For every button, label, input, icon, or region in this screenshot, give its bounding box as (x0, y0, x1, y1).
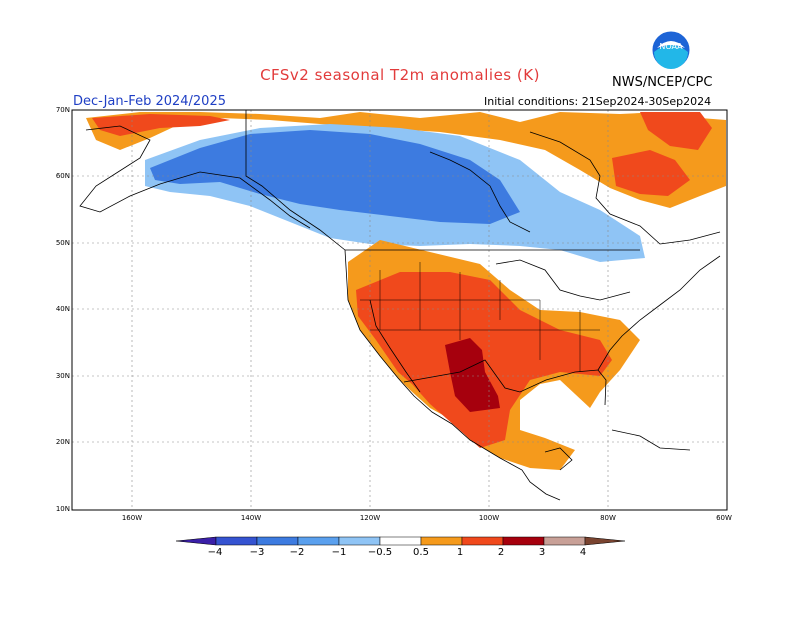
lon-label-160w: 160W (121, 514, 143, 522)
state-borders (360, 262, 600, 372)
colorbar-swatch (461, 536, 504, 546)
lat-label-30n: 30N (55, 372, 70, 380)
colorbar-swatch (256, 536, 299, 546)
colorbar-swatch (338, 536, 381, 546)
colorbar-swatch (215, 536, 258, 546)
anomaly-area-arctic-red (92, 114, 230, 136)
coastlines (79, 110, 721, 501)
lon-label-140w: 140W (240, 514, 262, 522)
lon-label-80w: 80W (600, 514, 616, 522)
colorbar-label: 4 (579, 547, 587, 558)
colorbar-label: −4 (207, 547, 223, 558)
anomaly-area-arctic (86, 112, 726, 208)
colorbar-swatch (420, 536, 463, 546)
lat-label-50n: 50N (55, 239, 70, 247)
lat-label-10n: 10N (55, 505, 70, 513)
map-frame (71, 109, 728, 511)
lat-label-40n: 40N (55, 305, 70, 313)
colorbar-label: 0.5 (413, 547, 429, 558)
lat-label-60n: 60N (55, 172, 70, 180)
anomaly-area-labrador (612, 150, 690, 196)
anomaly-area-blue (150, 130, 520, 224)
lat-label-70n: 70N (55, 106, 70, 114)
lon-label-120w: 120W (359, 514, 381, 522)
lat-label-20n: 20N (55, 438, 70, 446)
colorbar-label: 1 (456, 547, 464, 558)
noaa-logo-icon: NOAA (651, 30, 691, 70)
colorbar-label: −2 (289, 547, 305, 558)
colorbar-swatch (543, 536, 586, 546)
colorbar-label: −0.5 (367, 547, 393, 558)
season-label: Dec-Jan-Feb 2024/2025 (73, 94, 226, 109)
colorbar-label: 3 (538, 547, 546, 558)
colorbar-arrow-low (175, 536, 217, 546)
colorbar (175, 536, 626, 546)
colorbar-swatch (502, 536, 545, 546)
lon-label-60w: 60W (716, 514, 732, 522)
lon-label-100w: 100W (478, 514, 500, 522)
graticule (72, 110, 727, 510)
colorbar-arrow-high (584, 536, 626, 546)
colorbar-label: −1 (331, 547, 347, 558)
agency-label: NWS/NCEP/CPC (612, 75, 713, 90)
colorbar-swatch (297, 536, 340, 546)
initial-conditions-label: Initial conditions: 21Sep2024-30Sep2024 (484, 95, 712, 108)
colorbar-label: −3 (249, 547, 265, 558)
logo-text: NOAA (659, 42, 683, 51)
anomaly-area-texas-dark-red (445, 338, 500, 412)
colorbar-label: 2 (497, 547, 505, 558)
colorbar-swatch (379, 536, 422, 546)
chart-title: CFSv2 seasonal T2m anomalies (K) (260, 66, 540, 84)
anomaly-area-greenland (640, 112, 712, 150)
